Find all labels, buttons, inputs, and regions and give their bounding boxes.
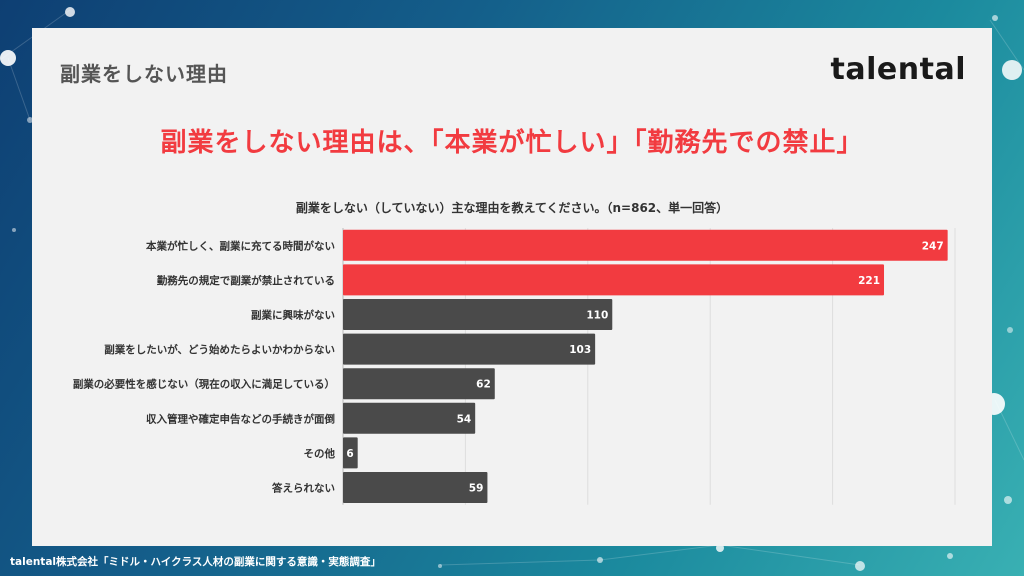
source-footer: talental株式会社「ミドル・ハイクラス人材の副業に関する意識・実態調査」 — [10, 556, 381, 568]
bar — [343, 264, 885, 296]
bar-chart: 本業が忙しく、副業に充てる時間がない 247 勤務先の規定で副業が禁止されている 22… — [73, 228, 956, 505]
data-label: 110 — [586, 310, 608, 322]
data-label: 103 — [569, 344, 591, 356]
data-label: 6 — [346, 448, 353, 460]
bar — [343, 437, 358, 469]
data-label: 247 — [922, 240, 944, 252]
data-label: 54 — [457, 413, 472, 425]
data-label: 221 — [858, 275, 880, 287]
chart-card: 副業をしない理由 talental 副業をしない理由は、「本業が忙しい」「勤務先… — [32, 28, 992, 546]
category-label: 本業が忙しく、副業に充てる時間がない — [146, 239, 335, 252]
bar — [343, 402, 476, 434]
headline: 副業をしない理由は、「本業が忙しい」「勤務先での禁止」 — [160, 128, 864, 158]
data-label: 62 — [476, 379, 491, 391]
category-label: 収入管理や確定申告などの手続きが面倒 — [146, 412, 335, 425]
bar — [343, 368, 495, 400]
bar — [343, 472, 488, 503]
category-label: 副業の必要性を感じない（現在の収入に満足している） — [73, 378, 335, 391]
category-label: 副業に興味がない — [251, 309, 335, 322]
bar — [343, 229, 948, 261]
section-title: 副業をしない理由 — [60, 62, 228, 86]
category-label: 勤務先の規定で副業が禁止されている — [157, 274, 335, 287]
chart-question: 副業をしない（していない）主な理由を教えてください。（n=862、単一回答） — [295, 201, 729, 215]
bar — [343, 333, 596, 365]
category-label: 副業をしたいが、どう始めたらよいかわからない — [104, 343, 335, 356]
bar — [343, 299, 613, 330]
category-label: その他 — [304, 447, 336, 460]
data-label: 59 — [469, 483, 484, 495]
category-label: 答えられない — [271, 482, 335, 495]
brand-logo: talental — [830, 52, 966, 87]
